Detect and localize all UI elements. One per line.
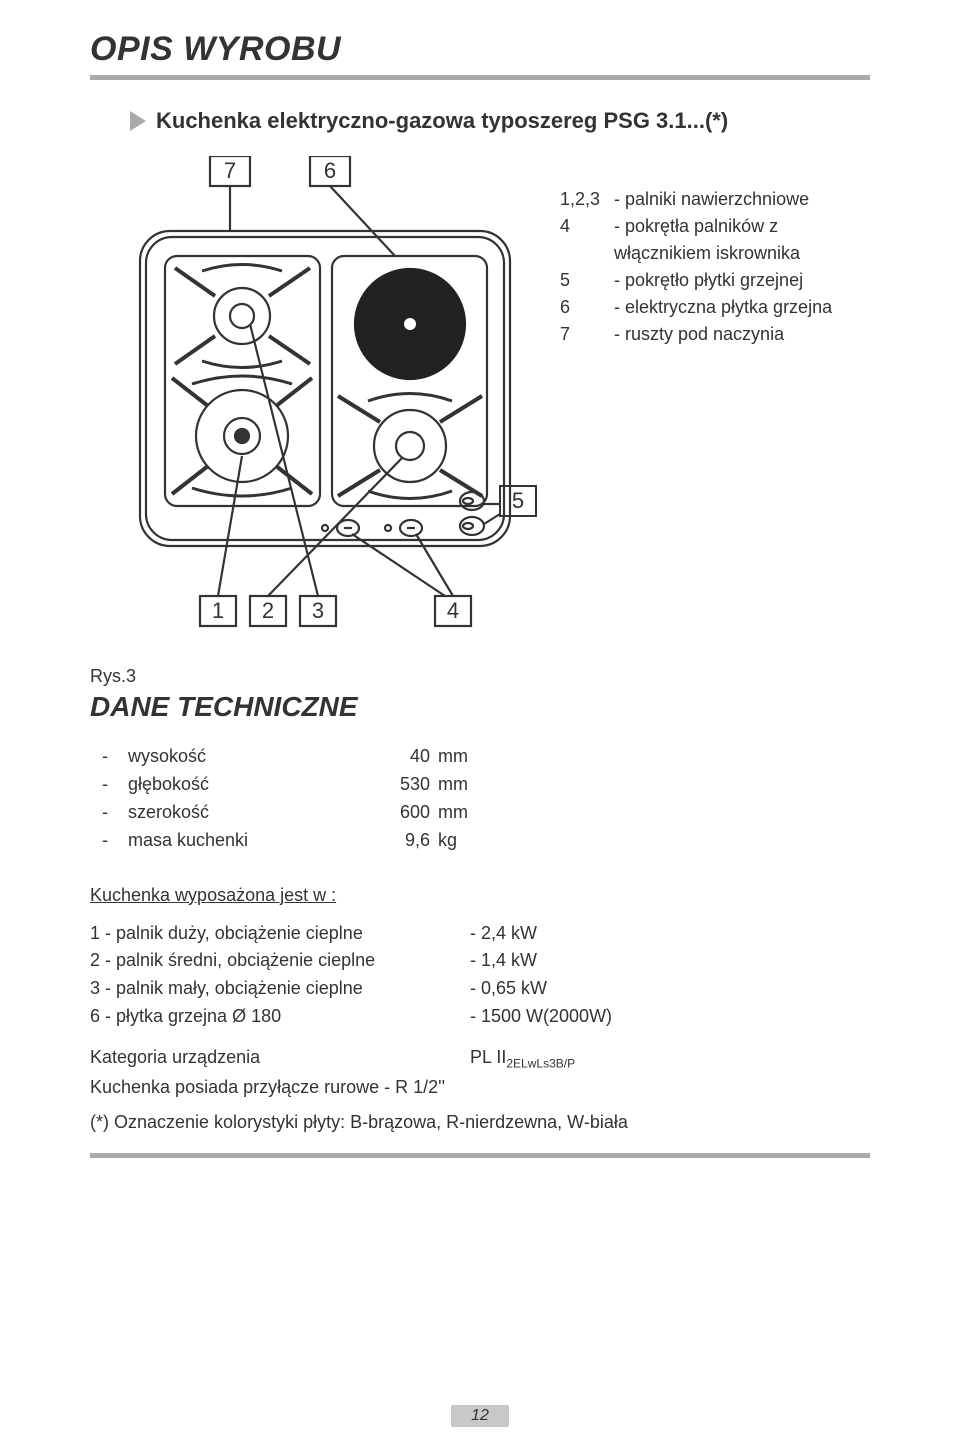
spec-name: wysokość	[128, 743, 348, 771]
spec-unit: mm	[438, 743, 468, 771]
svg-text:1: 1	[212, 598, 224, 623]
tech-section-title: DANE TECHNICZNE	[90, 691, 358, 723]
equipment-name: 6 - płytka grzejna Ø 180	[90, 1003, 470, 1031]
legend-num	[560, 240, 614, 267]
legend-row: 7- ruszty pod naczynia	[560, 321, 832, 348]
spec-row: -masa kuchenki9,6kg	[102, 827, 880, 855]
legend-desc: włącznikiem iskrownika	[614, 240, 800, 267]
legend-row: 5- pokrętło płytki grzejnej	[560, 267, 832, 294]
legend-num: 5	[560, 267, 614, 294]
spec-row: -głębokość530mm	[102, 771, 880, 799]
legend-row: włącznikiem iskrownika	[560, 240, 832, 267]
svg-text:2: 2	[262, 598, 274, 623]
equipment-value: - 2,4 kW	[470, 920, 537, 948]
svg-text:7: 7	[224, 158, 236, 183]
legend-num: 7	[560, 321, 614, 348]
figure-label: Rys.3	[90, 666, 880, 687]
legend-desc: - palniki nawierzchniowe	[614, 186, 809, 213]
spec-row: -szerokość600mm	[102, 799, 880, 827]
legend-num: 1,2,3	[560, 186, 614, 213]
legend-desc: - ruszty pod naczynia	[614, 321, 784, 348]
category-row: Kategoria urządzenia PL II2ELwLs3B/P	[90, 1047, 880, 1071]
legend-row: 1,2,3- palniki nawierzchniowe	[560, 186, 832, 213]
connection-row: Kuchenka posiada przyłącze rurowe - R 1/…	[90, 1077, 880, 1098]
legend-desc: - pokrętło płytki grzejnej	[614, 267, 803, 294]
equipment-row: 2 - palnik średni, obciążenie cieplne- 1…	[90, 947, 880, 975]
equipment-row: 3 - palnik mały, obciążenie cieplne- 0,6…	[90, 975, 880, 1003]
page-title-row: OPIS WYROBU	[90, 30, 880, 69]
equipment-list: 1 - palnik duży, obciążenie cieplne- 2,4…	[90, 920, 880, 1032]
legend-desc: - elektryczna płytka grzejna	[614, 294, 832, 321]
tech-spec-list: -wysokość40mm -głębokość530mm -szerokość…	[102, 743, 880, 855]
footnote-row: (*) Oznaczenie kolorystyki płyty: B-brąz…	[90, 1112, 880, 1133]
product-subtitle-row: Kuchenka elektryczno-gazowa typoszereg P…	[130, 108, 880, 134]
legend-row: 6- elektryczna płytka grzejna	[560, 294, 832, 321]
rule-footer	[90, 1153, 870, 1158]
page-title: OPIS WYROBU	[90, 30, 880, 69]
equipment-row: 1 - palnik duży, obciążenie cieplne- 2,4…	[90, 920, 880, 948]
category-sub: 2ELwLs3B/P	[506, 1057, 575, 1071]
svg-text:3: 3	[312, 598, 324, 623]
equipment-name: 2 - palnik średni, obciążenie cieplne	[90, 947, 470, 975]
equipment-row: 6 - płytka grzejna Ø 180- 1500 W(2000W)	[90, 1003, 880, 1031]
equipment-value: - 1500 W(2000W)	[470, 1003, 612, 1031]
category-main: PL II	[470, 1047, 506, 1067]
spec-value: 530	[348, 771, 438, 799]
legend-num: 6	[560, 294, 614, 321]
equipment-name: 1 - palnik duży, obciążenie cieplne	[90, 920, 470, 948]
equipment-header: Kuchenka wyposażona jest w :	[90, 885, 880, 906]
spec-value: 600	[348, 799, 438, 827]
spec-name: masa kuchenki	[128, 827, 348, 855]
spec-value: 9,6	[348, 827, 438, 855]
spec-name: głębokość	[128, 771, 348, 799]
spec-value: 40	[348, 743, 438, 771]
equipment-value: - 0,65 kW	[470, 975, 547, 1003]
page-number: 12	[451, 1405, 509, 1427]
legend-row: 4- pokrętła palników z	[560, 213, 832, 240]
equipment-value: - 1,4 kW	[470, 947, 537, 975]
spec-unit: kg	[438, 827, 457, 855]
svg-text:6: 6	[324, 158, 336, 183]
product-subtitle: Kuchenka elektryczno-gazowa typoszereg P…	[156, 108, 728, 134]
equipment-name: 3 - palnik mały, obciążenie cieplne	[90, 975, 470, 1003]
svg-text:4: 4	[447, 598, 459, 623]
category-value: PL II2ELwLs3B/P	[470, 1047, 575, 1067]
tech-section-head: DANE TECHNICZNE	[90, 691, 880, 723]
bullet-arrow-icon	[130, 111, 146, 131]
category-label: Kategoria urządzenia	[90, 1047, 465, 1068]
hob-diagram: 7 6	[120, 156, 540, 656]
spec-row: -wysokość40mm	[102, 743, 880, 771]
spec-name: szerokość	[128, 799, 348, 827]
legend-num: 4	[560, 213, 614, 240]
diagram-legend: 1,2,3- palniki nawierzchniowe 4- pokrętł…	[560, 186, 832, 348]
spec-unit: mm	[438, 771, 468, 799]
rule-under-title	[90, 75, 870, 80]
page-footer: 12	[0, 1405, 960, 1427]
spec-unit: mm	[438, 799, 468, 827]
svg-text:5: 5	[512, 488, 524, 513]
hob-diagram-block: 7 6	[90, 146, 870, 656]
legend-desc: - pokrętła palników z	[614, 213, 778, 240]
